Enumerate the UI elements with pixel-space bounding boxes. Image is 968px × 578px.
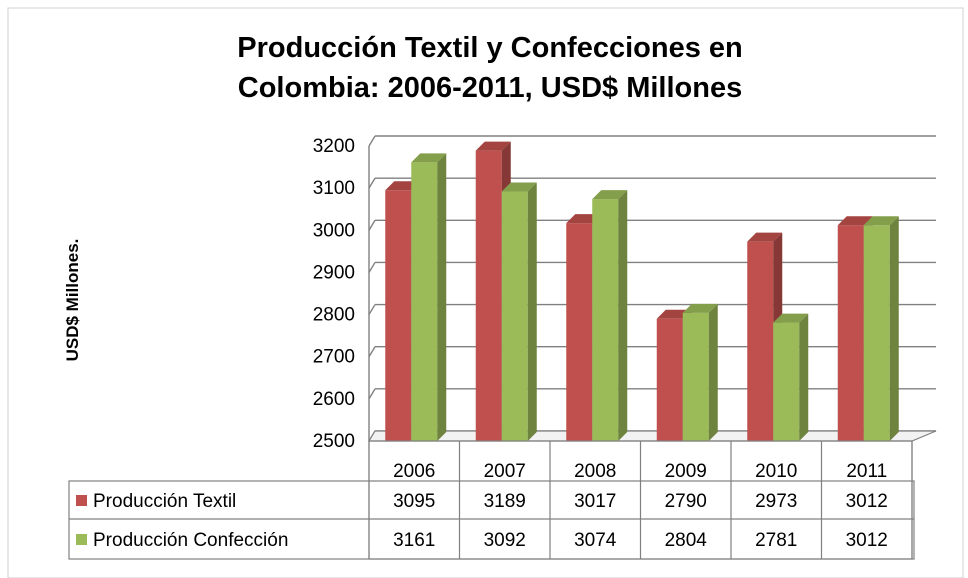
table-cell: 3017 (574, 491, 616, 512)
table-cell: 3189 (484, 491, 526, 512)
bar-side (437, 153, 447, 441)
bar-side (527, 182, 537, 441)
table-cell: 3092 (484, 530, 526, 551)
bar-front (863, 225, 890, 441)
bar-side (708, 303, 718, 441)
bar-top (592, 190, 628, 200)
bar-front (682, 312, 709, 441)
x-category-label: 2009 (665, 461, 707, 482)
table-row-label: Producción Textil (93, 491, 236, 512)
y-tick-label: 2600 (313, 389, 355, 410)
bar-side (889, 216, 899, 441)
table-body-border (68, 480, 915, 560)
y-tick-label: 2500 (313, 431, 355, 452)
table-cell: 3161 (393, 530, 435, 551)
bar-front (837, 225, 864, 441)
bar-side (618, 190, 628, 441)
bar-front (385, 190, 412, 441)
y-tick-label: 3200 (313, 136, 355, 157)
x-category-label: 2010 (755, 461, 797, 482)
table-cell: 3012 (846, 491, 888, 512)
table-cell: 2781 (755, 530, 797, 551)
gridline-side (368, 219, 376, 231)
bar-front (411, 162, 438, 441)
table-cell: 3074 (574, 530, 617, 551)
bar-front (747, 241, 774, 441)
bar-side (799, 313, 809, 441)
legend-key (76, 495, 87, 506)
table-cell: 2973 (755, 491, 797, 512)
bar-top (411, 153, 447, 163)
table-cell: 2790 (665, 491, 707, 512)
gridline-side (368, 262, 376, 273)
table-cell: 3095 (393, 491, 435, 512)
x-category-label: 2007 (484, 461, 526, 482)
x-category-label: 2008 (574, 461, 616, 482)
bar-top (837, 216, 873, 226)
gridline-side (368, 135, 376, 147)
table-cell: 3012 (846, 530, 888, 551)
bar-front (773, 322, 800, 441)
x-category-label: 2006 (393, 461, 435, 482)
bar-front (566, 223, 593, 441)
table-cell: 2804 (665, 530, 708, 551)
y-tick-label: 3100 (313, 178, 355, 199)
data-table: 2006 2007 2008 2009 2010 2011 Producción Texti… (68, 440, 915, 560)
y-axis-label: USD$ Millones. (63, 239, 82, 362)
y-tick-label: 3000 (313, 220, 355, 241)
bar-top (475, 141, 511, 151)
bar-top (501, 182, 537, 192)
x-category-label: 2011 (846, 461, 887, 482)
chart-title-line-1: Producción Textil y Confecciones en (237, 32, 742, 64)
chart-title-line-2: Colombia: 2006-2011, USD$ Millones (238, 72, 742, 104)
bar-series (385, 141, 899, 441)
bar-front (592, 199, 619, 441)
y-axis-ticks: 2500 2600 2700 2800 2900 3000 3100 3200 (313, 136, 355, 452)
gridline-side (368, 177, 376, 189)
y-tick-label: 2800 (313, 305, 355, 326)
y-tick-label: 2900 (313, 262, 355, 283)
y-tick-label: 2700 (313, 347, 355, 368)
table-row-label: Producción Confección (93, 530, 288, 551)
gridline-side (368, 346, 376, 358)
bar-top (747, 232, 783, 242)
bar-front (501, 191, 528, 441)
gridline-side (368, 388, 376, 400)
bar-front (656, 318, 683, 441)
bar-top (773, 313, 809, 323)
bar-top (682, 303, 718, 313)
gridline-side (368, 304, 376, 315)
bar-front (475, 150, 502, 441)
legend-key (76, 534, 87, 545)
bar-top (863, 216, 899, 226)
